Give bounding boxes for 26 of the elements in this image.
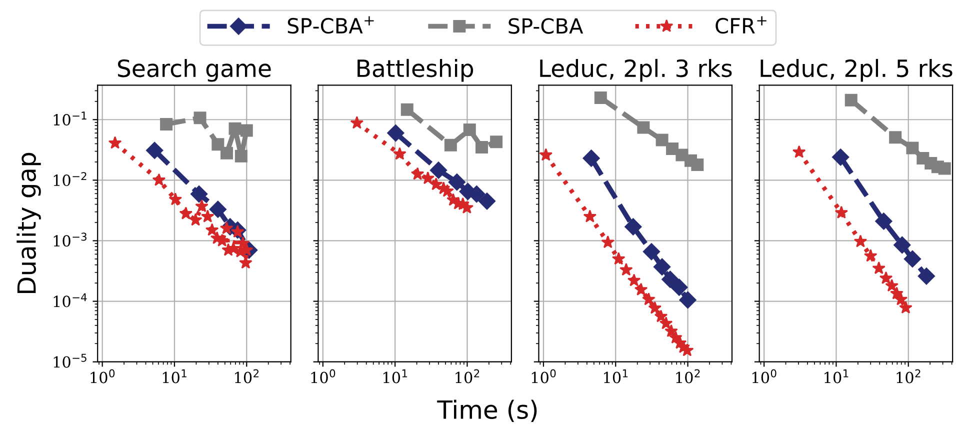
x-tick-label: 10$^{0}$ (90, 369, 115, 384)
x-tick-label: 10$^{1}$ (162, 369, 186, 384)
y-tick-label: 10$^{−5}$ (54, 354, 86, 368)
y-tick-label: 10$^{−3}$ (54, 232, 86, 247)
y-tick-label: 10$^{−2}$ (54, 172, 86, 186)
y-tick-label: 10$^{−4}$ (54, 293, 87, 308)
x-tick-label: 10$^{1}$ (604, 369, 628, 384)
x-tick-label: 10$^{2}$ (896, 369, 920, 384)
x-tick-label: 10$^{0}$ (311, 369, 336, 384)
y-tick-label: 10$^{−1}$ (54, 112, 86, 126)
chart-title: Leduc, 2pl. 3 rks (540, 58, 732, 82)
x-tick-label: 10$^{2}$ (235, 369, 259, 384)
y-axis-title: Duality gap (16, 152, 41, 294)
x-tick-label: 10$^{1}$ (824, 369, 848, 384)
legend-label: SP-CBA$^{+}$ (288, 16, 374, 34)
x-tick-label: 10$^{0}$ (752, 369, 776, 384)
chart-title: Search game (118, 58, 271, 82)
legend-label: SP-CBA (508, 18, 584, 34)
x-tick-label: 10$^{2}$ (676, 369, 700, 384)
chart-title: Leduc, 2pl. 5 rks (760, 58, 952, 82)
x-tick-label: 10$^{0}$ (532, 369, 556, 384)
chart-title: Battleship (358, 58, 474, 82)
x-axis-title: Time (s) (437, 400, 537, 422)
legend-label: CFR$^{+}$ (716, 16, 766, 34)
x-tick-label: 10$^{2}$ (456, 369, 480, 384)
x-tick-label: 10$^{1}$ (383, 369, 408, 384)
